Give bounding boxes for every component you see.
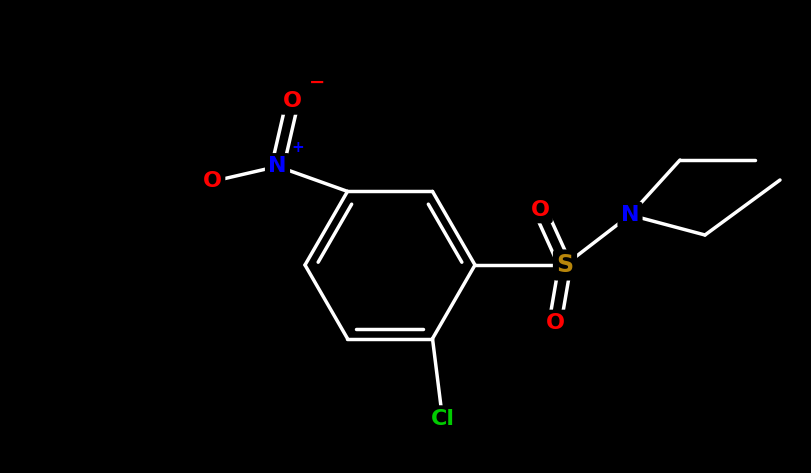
- Text: O: O: [283, 91, 302, 111]
- Text: N: N: [268, 157, 286, 176]
- Text: N: N: [620, 205, 638, 225]
- Text: O: O: [530, 200, 549, 220]
- Text: −: −: [308, 72, 324, 91]
- Text: O: O: [203, 171, 221, 192]
- Text: +: +: [291, 140, 304, 156]
- Text: Cl: Cl: [430, 409, 454, 429]
- Text: O: O: [545, 313, 564, 333]
- Text: S: S: [556, 253, 573, 277]
